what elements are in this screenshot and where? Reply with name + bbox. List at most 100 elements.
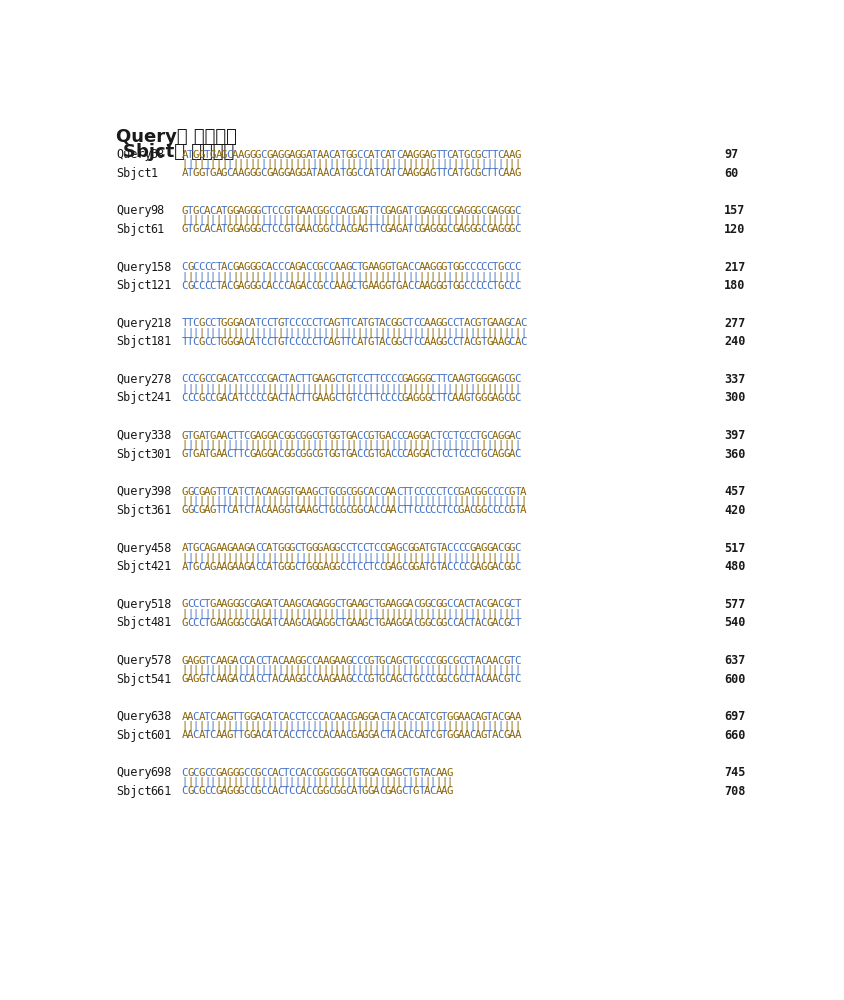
Text: |: | — [424, 215, 430, 225]
Text: C: C — [463, 431, 470, 441]
Text: |: | — [356, 383, 362, 394]
Text: Query: Query — [116, 654, 152, 667]
Text: C: C — [261, 543, 267, 553]
Text: |: | — [300, 496, 306, 506]
Text: G: G — [385, 206, 391, 216]
Text: |: | — [385, 440, 391, 450]
Text: C: C — [452, 318, 459, 328]
Text: A: A — [402, 224, 408, 234]
Text: |: | — [458, 608, 464, 619]
Text: C: C — [249, 393, 256, 403]
Text: |: | — [413, 608, 419, 619]
Text: T: T — [446, 281, 453, 291]
Text: |: | — [261, 496, 267, 506]
Text: |: | — [385, 327, 391, 338]
Text: |: | — [356, 327, 362, 338]
Text: C: C — [311, 730, 317, 740]
Text: |: | — [407, 271, 413, 282]
Text: G: G — [413, 543, 419, 553]
Text: G: G — [436, 730, 442, 740]
Text: |: | — [198, 215, 204, 225]
Text: C: C — [204, 262, 210, 272]
Text: C: C — [306, 262, 312, 272]
Text: C: C — [430, 487, 436, 497]
Text: G: G — [503, 206, 510, 216]
Text: C: C — [520, 337, 527, 347]
Text: |: | — [475, 159, 481, 169]
Text: |: | — [446, 327, 452, 338]
Text: |: | — [373, 777, 379, 787]
Text: |: | — [492, 608, 498, 619]
Text: A: A — [266, 599, 273, 609]
Text: G: G — [441, 224, 447, 234]
Text: |: | — [424, 440, 430, 450]
Text: |: | — [351, 496, 357, 506]
Text: A: A — [322, 656, 329, 666]
Text: |: | — [514, 496, 521, 506]
Text: G: G — [295, 656, 300, 666]
Text: |: | — [333, 496, 340, 506]
Text: |: | — [226, 159, 233, 169]
Text: G: G — [226, 337, 233, 347]
Text: |: | — [322, 271, 328, 282]
Text: C: C — [446, 224, 453, 234]
Text: |: | — [430, 271, 436, 282]
Text: |: | — [452, 665, 458, 675]
Text: |: | — [413, 383, 419, 394]
Text: C: C — [209, 730, 216, 740]
Text: A: A — [272, 150, 279, 160]
Text: C: C — [311, 206, 317, 216]
Text: |: | — [306, 327, 311, 338]
Text: |: | — [520, 496, 526, 506]
Text: 158: 158 — [150, 261, 172, 274]
Text: T: T — [351, 393, 357, 403]
Text: A: A — [238, 224, 245, 234]
Text: A: A — [492, 224, 498, 234]
Text: |: | — [475, 271, 481, 282]
Text: |: | — [452, 215, 458, 225]
Text: A: A — [215, 449, 222, 459]
Text: T: T — [469, 374, 476, 384]
Text: G: G — [311, 393, 317, 403]
Text: C: C — [514, 449, 521, 459]
Text: |: | — [480, 440, 486, 450]
Text: C: C — [497, 674, 504, 684]
Text: C: C — [503, 262, 510, 272]
Text: C: C — [295, 543, 300, 553]
Text: G: G — [497, 449, 504, 459]
Text: T: T — [283, 318, 289, 328]
Text: |: | — [475, 440, 481, 450]
Text: |: | — [514, 215, 521, 225]
Text: G: G — [232, 318, 239, 328]
Text: Query: Query — [116, 204, 152, 217]
Text: A: A — [402, 281, 408, 291]
Text: G: G — [480, 393, 487, 403]
Text: |: | — [238, 608, 244, 619]
Text: T: T — [407, 337, 414, 347]
Text: G: G — [413, 768, 419, 778]
Text: T: T — [419, 768, 425, 778]
Text: |: | — [261, 608, 267, 619]
Text: C: C — [295, 374, 300, 384]
Text: G: G — [198, 768, 205, 778]
Text: G: G — [509, 393, 515, 403]
Text: T: T — [368, 562, 374, 572]
Text: G: G — [209, 487, 216, 497]
Text: |: | — [272, 665, 278, 675]
Text: G: G — [192, 543, 199, 553]
Text: G: G — [249, 168, 256, 178]
Text: |: | — [413, 665, 419, 675]
Text: A: A — [441, 562, 447, 572]
Text: G: G — [306, 449, 312, 459]
Text: |: | — [413, 721, 419, 731]
Text: A: A — [289, 281, 295, 291]
Text: C: C — [396, 712, 403, 722]
Text: |: | — [187, 777, 193, 787]
Text: C: C — [446, 318, 453, 328]
Text: |: | — [221, 777, 227, 787]
Text: Sbjct: Sbjct — [116, 391, 152, 404]
Text: G: G — [486, 393, 493, 403]
Text: C: C — [261, 318, 267, 328]
Text: G: G — [509, 206, 515, 216]
Text: C: C — [345, 505, 352, 515]
